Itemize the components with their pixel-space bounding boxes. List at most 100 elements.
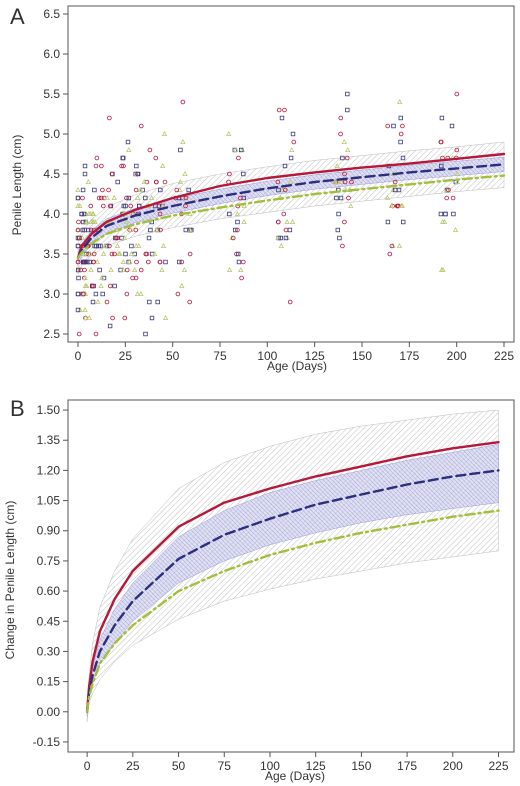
scatter-point bbox=[104, 299, 110, 305]
scatter-point bbox=[235, 219, 240, 225]
y-tick-label: -0.15 bbox=[33, 735, 61, 749]
panel-b: B Change in Penile Length (cm) Age (Days… bbox=[3, 396, 515, 783]
scatter-point bbox=[114, 235, 119, 241]
scatter-point bbox=[238, 147, 244, 153]
y-tick-label: 1.05 bbox=[37, 494, 61, 508]
scatter-point bbox=[342, 219, 347, 225]
scatter-point bbox=[238, 266, 244, 272]
scatter-point bbox=[120, 258, 126, 264]
scatter-point bbox=[130, 275, 135, 281]
scatter-point bbox=[398, 202, 405, 208]
scatter-point bbox=[337, 235, 342, 241]
scatter-point bbox=[83, 282, 90, 288]
scatter-point bbox=[236, 155, 241, 161]
scatter-point bbox=[161, 130, 168, 136]
scatter-point bbox=[345, 91, 350, 97]
scatter-point bbox=[177, 178, 184, 184]
scatter-point bbox=[454, 170, 461, 176]
x-tick-label: 175 bbox=[397, 759, 417, 773]
scatter-point bbox=[394, 203, 400, 209]
x-tick-label: 150 bbox=[352, 349, 372, 363]
scatter-point bbox=[80, 250, 87, 256]
scatter-point bbox=[439, 115, 445, 121]
scatter-point bbox=[241, 202, 247, 208]
series-line-dashed bbox=[85, 469, 500, 713]
scatter-point bbox=[398, 131, 404, 137]
scatter-point bbox=[82, 306, 88, 312]
panel-a: A Penile Length (cm) Age (Days) 0 25 50 75 1… bbox=[10, 4, 515, 373]
scatter-point bbox=[282, 187, 288, 193]
scatter-point bbox=[439, 163, 444, 169]
scatter-point bbox=[101, 203, 106, 209]
scatter-point bbox=[289, 218, 296, 224]
scatter-point bbox=[114, 242, 121, 248]
scatter-point bbox=[179, 259, 185, 265]
y-tick-label: 1.35 bbox=[37, 433, 61, 447]
scatter-point bbox=[82, 163, 88, 169]
scatter-point bbox=[138, 267, 144, 273]
scatter-point bbox=[451, 211, 456, 217]
scatter-point bbox=[109, 251, 115, 257]
scatter-point bbox=[438, 211, 444, 217]
scatter-point bbox=[341, 138, 347, 144]
x-tick-label: 200 bbox=[443, 759, 463, 773]
scatter-point bbox=[282, 107, 287, 113]
scatter-point bbox=[187, 299, 193, 305]
scatter-point bbox=[93, 291, 99, 297]
scatter-point bbox=[87, 250, 93, 256]
x-tick-label: 100 bbox=[260, 759, 280, 773]
panel-a-scatter bbox=[75, 91, 461, 337]
panel-label-a: A bbox=[10, 4, 25, 29]
scatter-point bbox=[454, 147, 460, 153]
scatter-point bbox=[348, 202, 354, 208]
scatter-point bbox=[117, 250, 123, 256]
scatter-point bbox=[334, 178, 341, 184]
scatter-point bbox=[83, 314, 89, 320]
scatter-point bbox=[389, 243, 395, 249]
scatter-point bbox=[400, 123, 405, 129]
scatter-point bbox=[82, 290, 89, 296]
scatter-point bbox=[241, 171, 246, 177]
scatter-point bbox=[107, 115, 112, 121]
scatter-point bbox=[338, 115, 344, 121]
scatter-point bbox=[75, 227, 81, 233]
scatter-point bbox=[90, 299, 96, 305]
scatter-point bbox=[180, 138, 186, 144]
scatter-point bbox=[149, 315, 155, 321]
y-tick-label: 0.45 bbox=[37, 614, 61, 628]
y-tick-label: 0.00 bbox=[37, 705, 61, 719]
scatter-point bbox=[82, 171, 88, 177]
scatter-point bbox=[162, 179, 168, 185]
series-line-solid bbox=[76, 152, 506, 260]
scatter-point bbox=[76, 267, 81, 273]
scatter-point bbox=[283, 235, 289, 241]
scatter-point bbox=[92, 187, 97, 193]
scatter-point bbox=[143, 195, 148, 201]
scatter-point bbox=[391, 123, 396, 129]
scatter-point bbox=[136, 242, 142, 248]
scatter-point bbox=[287, 299, 293, 305]
scatter-point bbox=[155, 299, 160, 305]
scatter-point bbox=[86, 314, 92, 320]
scatter-point bbox=[88, 266, 94, 272]
scatter-point bbox=[133, 242, 139, 248]
scatter-point bbox=[107, 323, 113, 329]
scatter-point bbox=[345, 146, 351, 152]
scatter-point bbox=[121, 234, 128, 240]
scatter-point bbox=[134, 259, 139, 265]
scatter-point bbox=[443, 211, 448, 217]
scatter-point bbox=[128, 203, 134, 209]
scatter-point bbox=[227, 171, 232, 177]
scatter-point bbox=[81, 211, 87, 217]
scatter-point bbox=[146, 259, 151, 265]
scatter-point bbox=[291, 139, 297, 145]
scatter-point bbox=[76, 331, 82, 337]
x-tick-label: 225 bbox=[488, 759, 508, 773]
scatter-point bbox=[138, 290, 144, 296]
panel-a-xticks: 0 25 50 75 100 125 150 175 200 225 bbox=[75, 342, 514, 363]
scatter-point bbox=[88, 218, 94, 224]
scatter-point bbox=[135, 171, 141, 177]
x-tick-label: 125 bbox=[306, 759, 326, 773]
scatter-point bbox=[446, 187, 451, 193]
series-line-dashdot bbox=[85, 509, 500, 713]
